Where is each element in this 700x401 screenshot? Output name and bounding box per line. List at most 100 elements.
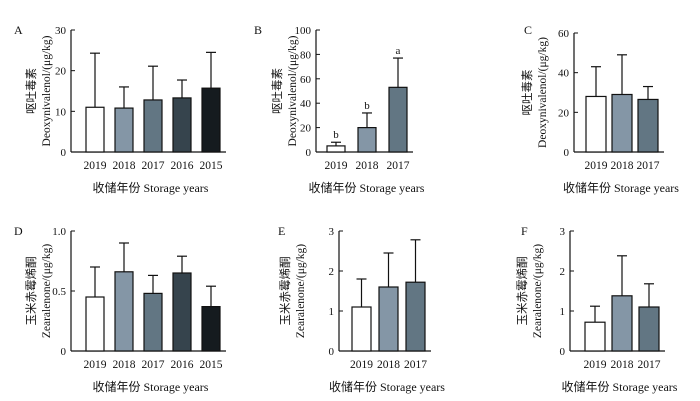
x-tick-label: 2015 xyxy=(200,160,223,172)
y-axis-title: 玉米赤霉烯酮 Zearalenone/(μg/kg) xyxy=(279,244,307,338)
x-axis-title: 收储年份 Storage years xyxy=(93,379,209,394)
y-axis-title-en: Zearalenone/(μg/kg) xyxy=(295,244,307,338)
y-tick-label: 0 xyxy=(306,147,312,159)
y-tick-label: 20 xyxy=(300,123,312,135)
panel-d: D 0 0.5 1.0 玉米赤霉烯酮 Zearalenone/(μg/kg) 2019 201… xyxy=(14,224,226,394)
y-tick-label: 3 xyxy=(329,226,335,238)
x-tick-label: 2017 xyxy=(404,359,427,371)
bar xyxy=(357,126,377,153)
bar xyxy=(172,97,192,153)
bar xyxy=(201,306,221,352)
bar xyxy=(85,106,105,153)
y-tick-label: 2 xyxy=(329,266,335,278)
y-axis-title-en: Deoxynivalenol/(μg/kg) xyxy=(287,35,299,146)
x-tick-label: 2019 xyxy=(325,160,348,172)
bar xyxy=(584,321,606,352)
bar xyxy=(585,95,607,153)
bar xyxy=(388,86,408,153)
bar xyxy=(378,286,399,352)
panel-label: B xyxy=(254,23,262,37)
y-axis-title: 玉米赤霉烯酮 Zearalenone/(μg/kg) xyxy=(25,244,53,338)
y-axis-title: 呕吐毒素 Deoxynivalenol/(μg/kg) xyxy=(521,37,549,148)
panel-f: F 0 1 2 3 玉米赤霉烯酮 Zearalenone/(μg/kg) 2019 2018 20… xyxy=(516,224,678,394)
x-tick-label: 2015 xyxy=(200,359,223,371)
x-axis-title: 收储年份 Storage years xyxy=(563,180,679,195)
y-tick-label: 20 xyxy=(558,107,570,119)
y-axis-title-cn: 呕吐毒素 xyxy=(271,68,284,114)
bar xyxy=(114,107,134,153)
panel-label: E xyxy=(278,224,285,238)
y-axis-title-cn: 玉米赤霉烯酮 xyxy=(25,257,38,326)
bar xyxy=(114,271,134,352)
y-tick-label: 2 xyxy=(560,266,566,278)
bar xyxy=(351,306,372,352)
y-axis-title: 玉米赤霉烯酮 Zearalenone/(μg/kg) xyxy=(516,244,544,338)
y-tick-label: 3 xyxy=(560,226,566,238)
bar xyxy=(143,292,163,352)
bar xyxy=(638,306,660,352)
bar xyxy=(326,145,346,153)
y-tick-label: 1 xyxy=(560,306,566,318)
significance-label: b xyxy=(333,129,339,141)
x-axis-title: 收储年份 Storage years xyxy=(329,379,445,394)
y-axis-title-en: Deoxynivalenol/(μg/kg) xyxy=(41,35,53,146)
y-tick-label: 1 xyxy=(329,306,335,318)
x-tick-label: 2017 xyxy=(387,160,410,172)
x-tick-label: 2018 xyxy=(377,359,400,371)
y-tick-label: 40 xyxy=(558,68,570,80)
y-axis-title: 呕吐毒素 Deoxynivalenol/(μg/kg) xyxy=(271,35,299,146)
y-axis-title: 呕吐毒素 Deoxynivalenol/(μg/kg) xyxy=(25,35,53,146)
x-axis-title: 收储年份 Storage years xyxy=(309,180,425,195)
x-tick-label: 2017 xyxy=(637,160,660,172)
x-tick-label: 2018 xyxy=(113,160,136,172)
bar xyxy=(637,98,659,153)
x-tick-label: 2019 xyxy=(350,359,373,371)
y-tick-label: 30 xyxy=(55,25,67,37)
y-axis-title-en: Zearalenone/(μg/kg) xyxy=(532,244,544,338)
x-tick-label: 2016 xyxy=(171,359,194,371)
y-tick-label: 0 xyxy=(61,147,67,159)
x-tick-label: 2017 xyxy=(142,160,165,172)
bar xyxy=(85,296,105,352)
y-tick-label: 80 xyxy=(300,49,312,61)
y-tick-label: 40 xyxy=(300,98,312,110)
y-axis-title-en: Deoxynivalenol/(μg/kg) xyxy=(537,37,549,148)
x-tick-label: 2018 xyxy=(356,160,379,172)
bar xyxy=(611,295,633,352)
x-tick-label: 2019 xyxy=(84,359,107,371)
panel-label: C xyxy=(524,23,532,37)
panel-label: A xyxy=(14,23,23,37)
x-tick-label: 2017 xyxy=(142,359,165,371)
x-tick-label: 2019 xyxy=(584,359,607,371)
y-tick-label: 10 xyxy=(55,106,67,118)
significance-label: a xyxy=(396,45,401,57)
x-tick-label: 2019 xyxy=(585,160,608,172)
y-tick-label: 20 xyxy=(55,66,67,78)
x-tick-label: 2016 xyxy=(171,160,194,172)
x-axis-title: 收储年份 Storage years xyxy=(562,379,678,394)
y-tick-label: 60 xyxy=(300,74,312,86)
y-axis-title-en: Zearalenone/(μg/kg) xyxy=(41,244,53,338)
x-tick-label: 2018 xyxy=(113,359,136,371)
x-tick-label: 2018 xyxy=(611,160,634,172)
bar xyxy=(172,272,192,352)
panel-label: D xyxy=(14,224,23,238)
bar xyxy=(201,87,221,153)
panel-label: F xyxy=(521,224,528,238)
bar xyxy=(143,99,163,153)
y-axis-title-cn: 玉米赤霉烯酮 xyxy=(279,257,292,326)
x-tick-label: 2017 xyxy=(638,359,661,371)
y-axis-title-cn: 呕吐毒素 xyxy=(521,70,534,116)
y-tick-label: 0 xyxy=(329,346,335,358)
y-tick-label: 1.0 xyxy=(52,226,66,238)
significance-label: b xyxy=(364,100,370,112)
bar xyxy=(611,93,633,153)
y-tick-label: 0 xyxy=(564,147,570,159)
y-axis-title-cn: 玉米赤霉烯酮 xyxy=(516,257,529,326)
x-axis-title: 收储年份 Storage years xyxy=(93,180,209,195)
y-tick-label: 0 xyxy=(61,346,67,358)
y-tick-label: 100 xyxy=(295,25,312,37)
